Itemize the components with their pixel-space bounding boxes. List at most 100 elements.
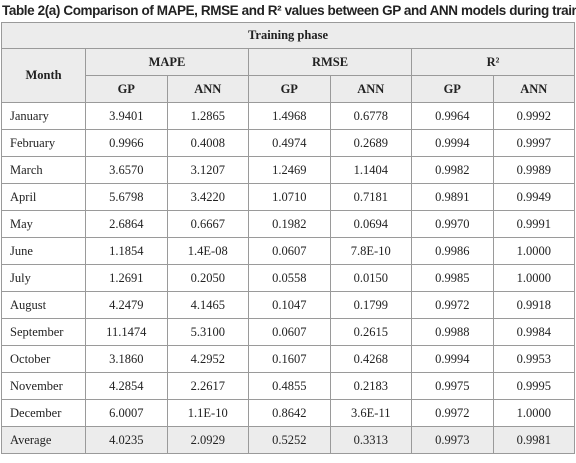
value-cell: 1.1854 [85,237,168,265]
value-cell: 7.8E-10 [329,237,412,265]
table-row: December 6.0007 1.1E-10 0.8642 3.6E-11 0.9972… [1,399,575,427]
value-cell: 0.0558 [248,264,331,292]
value-cell: 0.9966 [85,129,168,157]
value-cell: 0.9972 [411,291,494,319]
value-cell: 4.2479 [85,291,168,319]
value-cell: 0.9994 [411,129,494,157]
table-row: October 3.1860 4.2952 0.1607 0.4268 0.9994 0.9… [1,345,575,373]
value-cell: 0.3313 [329,426,412,454]
value-cell: 6.0007 [85,399,168,427]
value-cell: 5.6798 [85,183,168,211]
value-cell: 0.9997 [492,129,575,157]
value-cell: 0.9992 [492,102,575,130]
value-cell: 4.2952 [166,345,249,373]
sub-header: GP [411,75,494,103]
value-cell: 5.3100 [166,318,249,346]
month-cell: March [1,156,86,184]
value-cell: 0.0150 [329,264,412,292]
group-header: RMSE [248,48,412,76]
value-cell: 0.1607 [248,345,331,373]
value-cell: 4.0235 [85,426,168,454]
value-cell: 1.1E-10 [166,399,249,427]
value-cell: 0.9981 [492,426,575,454]
sub-header: ANN [166,75,249,103]
value-cell: 0.9995 [492,372,575,400]
table-caption: Table 2(a) Comparison of MAPE, RMSE and … [2,3,576,18]
value-cell: 2.6864 [85,210,168,238]
table-row: April 5.6798 3.4220 1.0710 0.7181 0.9891 0.994… [1,183,575,211]
value-cell: 1.1404 [329,156,412,184]
value-cell: 0.1982 [248,210,331,238]
month-cell: May [1,210,86,238]
value-cell: 0.9994 [411,345,494,373]
value-cell: 0.4855 [248,372,331,400]
value-cell: 1.4E-08 [166,237,249,265]
value-cell: 0.9918 [492,291,575,319]
value-cell: 1.4968 [248,102,331,130]
value-cell: 1.2865 [166,102,249,130]
value-cell: 3.4220 [166,183,249,211]
results-table: Training phase Month MAPE RMSE R² GP ANN GP AN… [1,22,575,454]
group-header: MAPE [85,48,249,76]
value-cell: 2.2617 [166,372,249,400]
month-cell: October [1,345,86,373]
month-cell: July [1,264,86,292]
table-row: February 0.9966 0.4008 0.4974 0.2689 0.9994 0.… [1,129,575,157]
table-row: January 3.9401 1.2865 1.4968 0.6778 0.9964 0.9… [1,102,575,130]
value-cell: 1.0710 [248,183,331,211]
value-cell: 0.7181 [329,183,412,211]
sub-header: GP [85,75,168,103]
value-cell: 0.9973 [411,426,494,454]
value-cell: 0.2050 [166,264,249,292]
row-header: Month [1,48,86,103]
value-cell: 0.2183 [329,372,412,400]
value-cell: 3.6570 [85,156,168,184]
table-row: Average 4.0235 2.0929 0.5252 0.3313 0.9973 0.9… [1,426,575,454]
table-row: March 3.6570 3.1207 1.2469 1.1404 0.9982 0.998… [1,156,575,184]
value-cell: 0.2689 [329,129,412,157]
table-row: May 2.6864 0.6667 0.1982 0.0694 0.9970 0.9991 [1,210,575,238]
phase-header: Training phase [1,22,575,49]
value-cell: 1.2469 [248,156,331,184]
table-row: August 4.2479 4.1465 0.1047 0.1799 0.9972 0.99… [1,291,575,319]
value-cell: 0.9975 [411,372,494,400]
value-cell: 2.0929 [166,426,249,454]
month-cell: November [1,372,86,400]
value-cell: 0.4268 [329,345,412,373]
value-cell: 0.9991 [492,210,575,238]
value-cell: 0.9949 [492,183,575,211]
value-cell: 0.9953 [492,345,575,373]
value-cell: 3.6E-11 [329,399,412,427]
value-cell: 0.6778 [329,102,412,130]
value-cell: 1.0000 [492,237,575,265]
sub-header: ANN [329,75,412,103]
value-cell: 0.0694 [329,210,412,238]
value-cell: 1.0000 [492,264,575,292]
value-cell: 0.4974 [248,129,331,157]
value-cell: 3.1207 [166,156,249,184]
value-cell: 0.9970 [411,210,494,238]
value-cell: 0.8642 [248,399,331,427]
value-cell: 0.6667 [166,210,249,238]
value-cell: 0.4008 [166,129,249,157]
month-cell: February [1,129,86,157]
month-cell: August [1,291,86,319]
value-cell: 4.2854 [85,372,168,400]
value-cell: 0.9985 [411,264,494,292]
value-cell: 0.5252 [248,426,331,454]
table-row: November 4.2854 2.2617 0.4855 0.2183 0.9975 0.… [1,372,575,400]
value-cell: 0.9972 [411,399,494,427]
value-cell: 0.9964 [411,102,494,130]
table-row: September 11.1474 5.3100 0.0607 0.2615 0.9988… [1,318,575,346]
value-cell: 1.0000 [492,399,575,427]
month-cell: June [1,237,86,265]
value-cell: 11.1474 [85,318,168,346]
value-cell: 0.0607 [248,237,331,265]
value-cell: 0.9986 [411,237,494,265]
value-cell: 0.2615 [329,318,412,346]
value-cell: 4.1465 [166,291,249,319]
value-cell: 0.9984 [492,318,575,346]
value-cell: 0.9989 [492,156,575,184]
month-cell: September [1,318,86,346]
